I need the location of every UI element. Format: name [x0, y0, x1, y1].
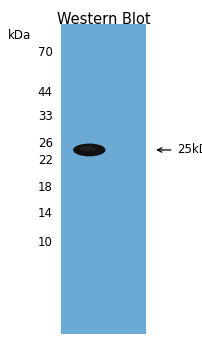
Ellipse shape [73, 144, 105, 156]
Text: 26: 26 [38, 137, 53, 150]
Text: 70: 70 [38, 46, 53, 59]
Text: 10: 10 [38, 236, 53, 249]
Text: 25kDa: 25kDa [177, 144, 202, 156]
Text: 14: 14 [38, 208, 53, 220]
Ellipse shape [79, 146, 95, 151]
Text: 33: 33 [38, 110, 53, 123]
Text: 44: 44 [38, 86, 53, 99]
Bar [61, 24, 145, 334]
Text: 22: 22 [38, 154, 53, 166]
Text: kDa: kDa [8, 29, 31, 42]
Text: 18: 18 [38, 181, 53, 193]
Text: Western Blot: Western Blot [56, 12, 150, 27]
